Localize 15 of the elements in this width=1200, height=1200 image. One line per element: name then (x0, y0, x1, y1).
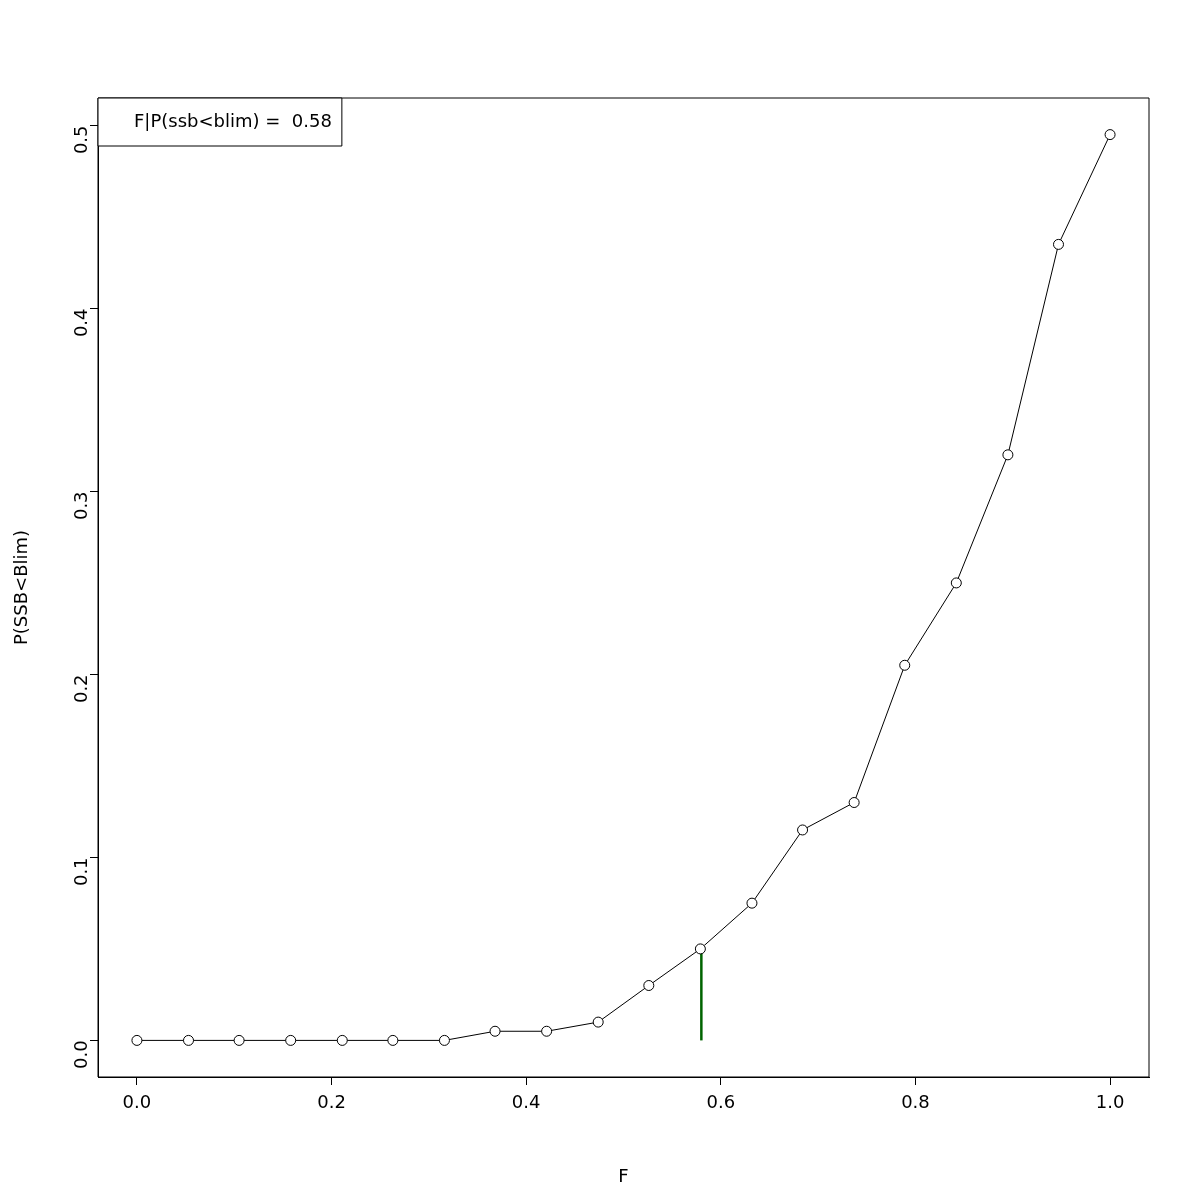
y-tick-label: 0.5 (69, 125, 91, 155)
y-axis-title: P(SSB<Blim) (10, 529, 32, 646)
y-tick-label: 0.0 (69, 1040, 91, 1070)
x-tick-label: 0.2 (317, 1091, 346, 1113)
annotation: F|P(ssb<blim) = 0.58 (134, 109, 332, 131)
y-tick-label: 0.1 (69, 857, 91, 887)
y-tick-label: 0.3 (69, 491, 91, 521)
x-tick-label: 0.0 (122, 1091, 152, 1113)
x-tick-label: 0.6 (706, 1091, 736, 1113)
x-tick-label: 0.8 (901, 1091, 930, 1113)
x-axis-title: F (618, 1164, 629, 1186)
x-tick-label: 1.0 (1095, 1091, 1125, 1113)
y-tick-label: 0.4 (69, 308, 91, 338)
x-tick-label: 0.4 (511, 1091, 541, 1113)
y-tick-label: 0.2 (69, 674, 91, 704)
